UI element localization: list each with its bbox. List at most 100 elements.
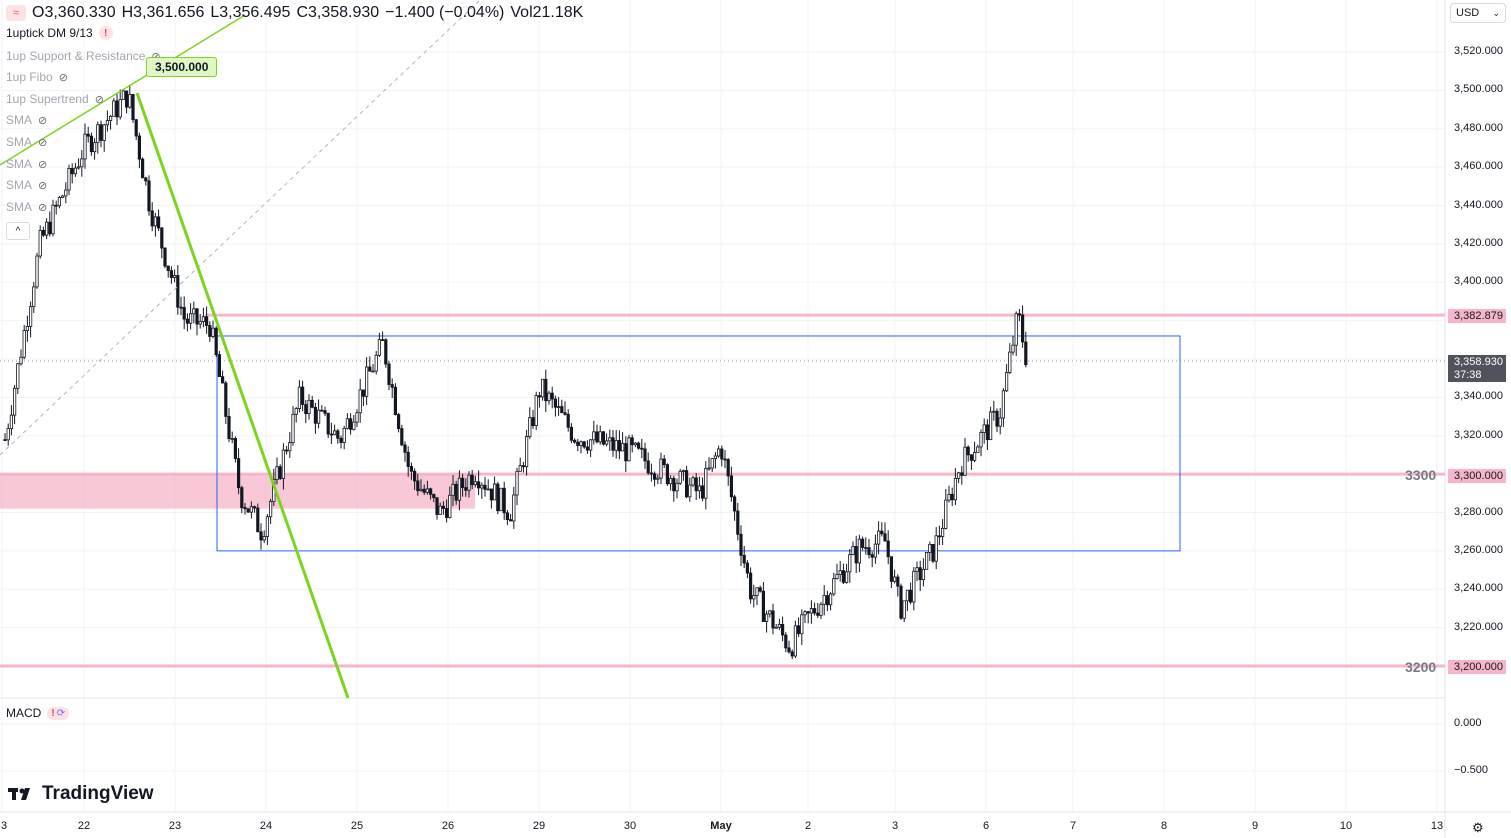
candle [582,440,586,449]
price-tick-label: 3,500.000 [1454,83,1503,96]
collapse-legend-button[interactable]: ^ [6,222,30,240]
candle [172,269,177,283]
candle [140,157,145,179]
candle [787,640,791,654]
refresh-icon[interactable]: ⟳ [56,707,66,719]
macd-legend[interactable]: MACD ! ⟳ [6,706,70,720]
candle-down [403,444,407,453]
eye-hidden-icon[interactable]: ⊘ [38,201,48,214]
indicator-1uptick-dm[interactable]: 1uptick DM 9/13 ! [6,26,113,40]
candle-down [387,363,391,385]
indicator-sma-2[interactable]: SMA ⊘ [6,135,47,149]
macd-status[interactable]: ! ⟳ [47,706,70,720]
candle [137,132,141,169]
tradingview-logo[interactable]: TradingView [8,783,154,805]
candle-down [729,475,734,498]
candle [953,468,958,506]
candle-down [566,413,570,428]
candle [768,609,772,618]
candle-up [659,458,663,479]
candle-down [733,496,737,512]
candle [473,475,478,488]
candle-down [441,505,446,509]
candle [886,530,890,565]
indicator-sma-3[interactable]: SMA ⊘ [6,157,47,171]
candle-down [310,399,314,408]
gear-icon[interactable]: ⚙ [1472,820,1484,835]
eye-hidden-icon[interactable]: ⊘ [151,50,160,63]
candle [345,413,350,430]
eye-hidden-icon[interactable]: ⊘ [94,93,104,106]
eye-hidden-icon[interactable]: ⊘ [38,179,48,192]
candle-up [425,488,430,493]
price-callout[interactable]: 3,500.000 [146,57,218,77]
candle [134,118,138,141]
candle [400,424,404,447]
indicator-sma-1[interactable]: SMA ⊘ [6,113,47,127]
price-tick-label: 3,520.000 [1454,45,1503,57]
candle-up [96,124,100,144]
candle [105,110,109,132]
candle-down [406,451,410,467]
candle-down [329,433,334,436]
candle-down [460,477,465,488]
candle-down [160,227,164,249]
candle-down [454,483,458,501]
indicator-sma-5[interactable]: SMA ⊘ [6,200,47,214]
candle [144,176,148,186]
candle-up [83,133,87,160]
indicator-supertrend[interactable]: 1up Supertrend ⊘ [6,92,104,106]
candle [777,618,782,631]
candle-up [925,551,929,570]
candle [291,406,295,446]
candle [204,306,209,334]
chevron-up-icon: ^ [15,225,21,237]
eye-hidden-icon[interactable]: ⊘ [38,158,48,171]
candle [310,395,314,409]
candle-down [985,424,990,441]
brand-name: TradingView [42,783,154,804]
eye-hidden-icon[interactable]: ⊘ [38,136,48,149]
candle [656,474,660,485]
candle-down [464,487,468,491]
candle-down [435,497,439,515]
candle-down [380,339,385,342]
date-tick-label: May [710,820,732,832]
indicator-support-resistance[interactable]: 1up Support & Resistance ⊘ [6,49,161,63]
approx-icon[interactable]: ≈ [6,5,26,21]
date-tick-label: 23 [168,820,182,832]
indicator-sma-4[interactable]: SMA ⊘ [6,178,47,192]
candle-down [204,316,209,326]
indicator-fibo[interactable]: 1up Fibo ⊘ [6,70,68,84]
candle-down [880,530,884,535]
down-trendline [135,92,350,699]
warning-icon[interactable]: ! [98,26,113,40]
candle [749,567,753,604]
candle-down [816,612,820,616]
price-tick-label: 3,420.000 [1454,236,1503,249]
candle-up [541,378,545,398]
candle-down [246,508,250,513]
candle-up [25,326,30,332]
candle [877,521,881,555]
candle-down [48,221,52,235]
candle [880,522,884,537]
tradingview-logo-icon [8,788,30,800]
currency-selector[interactable]: USD ⌄ [1450,3,1506,23]
candle [3,433,7,442]
candle [412,468,417,490]
candle [963,437,967,477]
candle [470,469,474,490]
eye-hidden-icon[interactable]: ⊘ [58,71,68,84]
candle [61,194,65,199]
eye-hidden-icon[interactable]: ⊘ [38,114,48,127]
candle-up [473,481,478,486]
candle-down [918,567,922,581]
candle-down [361,389,366,397]
candle-down [217,354,221,378]
candle-down [1024,341,1028,366]
candle-up [579,441,583,446]
candle [771,603,775,635]
candle [12,385,17,425]
